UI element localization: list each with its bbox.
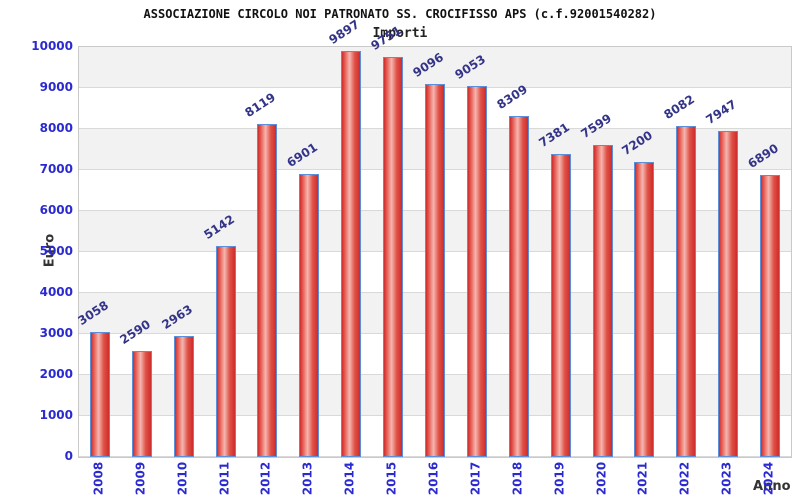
bar-2010 bbox=[173, 336, 194, 457]
y-tick-label: 10000 bbox=[31, 39, 73, 53]
x-tick-label: 2015 bbox=[384, 461, 399, 496]
bar-value-label: 2590 bbox=[117, 317, 153, 347]
x-tick-label: 2018 bbox=[510, 461, 525, 496]
bar-2023 bbox=[718, 131, 739, 457]
bar-value-label: 5142 bbox=[200, 212, 237, 242]
bar-value-label: 8082 bbox=[661, 92, 698, 122]
x-tick-label: 2022 bbox=[677, 461, 692, 496]
x-axis-title: Anno bbox=[753, 479, 791, 494]
bar-value-label: 7200 bbox=[619, 128, 656, 158]
bar-2018 bbox=[508, 116, 529, 457]
bar-value-label: 7599 bbox=[577, 111, 614, 141]
x-tick-label: 2020 bbox=[594, 461, 609, 496]
legend-label: Importi bbox=[372, 26, 428, 41]
x-tick-label: 2023 bbox=[719, 461, 734, 496]
x-tick-label: 2009 bbox=[133, 461, 148, 496]
chart-title: ASSOCIAZIONE CIRCOLO NOI PATRONATO SS. C… bbox=[143, 7, 657, 21]
bar-value-label: 9096 bbox=[410, 50, 447, 80]
bar-2019 bbox=[550, 154, 571, 457]
y-tick-label: 1000 bbox=[39, 408, 73, 422]
bar-value-label: 6901 bbox=[284, 140, 321, 170]
y-tick-label: 9000 bbox=[39, 80, 73, 94]
bar-value-label: 3058 bbox=[75, 298, 111, 328]
y-tick-label: 7000 bbox=[39, 162, 73, 176]
bar-value-label: 8119 bbox=[242, 90, 279, 120]
bar-2022 bbox=[676, 126, 697, 457]
x-tick-label: 2010 bbox=[175, 461, 190, 496]
y-tick-label: 5000 bbox=[39, 244, 73, 258]
bar-value-label: 2963 bbox=[159, 302, 195, 332]
x-tick-label: 2024 bbox=[761, 461, 776, 496]
bar-2013 bbox=[299, 174, 320, 457]
bar-2012 bbox=[257, 124, 278, 457]
bar-2015 bbox=[383, 57, 404, 457]
bar-value-label: 9897 bbox=[326, 17, 363, 47]
bar-value-label: 7381 bbox=[536, 120, 572, 150]
y-tick-label: 8000 bbox=[39, 121, 73, 135]
bar-2009 bbox=[131, 351, 152, 457]
x-tick-label: 2008 bbox=[91, 461, 106, 496]
bar-2021 bbox=[634, 162, 655, 457]
y-tick-label: 6000 bbox=[39, 203, 73, 217]
x-tick-label: 2014 bbox=[342, 461, 357, 496]
bar-2011 bbox=[215, 246, 236, 457]
y-tick-label: 2000 bbox=[39, 367, 73, 381]
bar-2008 bbox=[89, 332, 110, 457]
x-tick-label: 2013 bbox=[300, 461, 315, 496]
x-tick-label: 2019 bbox=[552, 461, 567, 496]
y-tick-label: 3000 bbox=[39, 326, 73, 340]
y-tick-label: 4000 bbox=[39, 285, 73, 299]
x-tick-label: 2016 bbox=[426, 461, 441, 496]
x-tick-label: 2017 bbox=[468, 461, 483, 496]
bar-value-label: 7947 bbox=[703, 97, 740, 127]
x-tick-label: 2011 bbox=[217, 461, 232, 496]
x-tick-label: 2012 bbox=[258, 461, 273, 496]
bar-2017 bbox=[466, 86, 487, 457]
bar-value-label: 6890 bbox=[745, 141, 782, 171]
y-tick-label: 0 bbox=[64, 449, 73, 463]
bar-2016 bbox=[425, 84, 445, 457]
bar-value-label: 8309 bbox=[494, 82, 530, 112]
bar-2024 bbox=[760, 175, 781, 457]
bar-value-label: 9053 bbox=[452, 52, 488, 82]
bar-2014 bbox=[341, 51, 362, 457]
bar-2020 bbox=[592, 145, 613, 457]
plot-area: 3058 2590 2963 5142 8119 6901 9897 9751 9096 9053… bbox=[75, 17, 792, 458]
x-tick-label: 2021 bbox=[635, 461, 650, 496]
